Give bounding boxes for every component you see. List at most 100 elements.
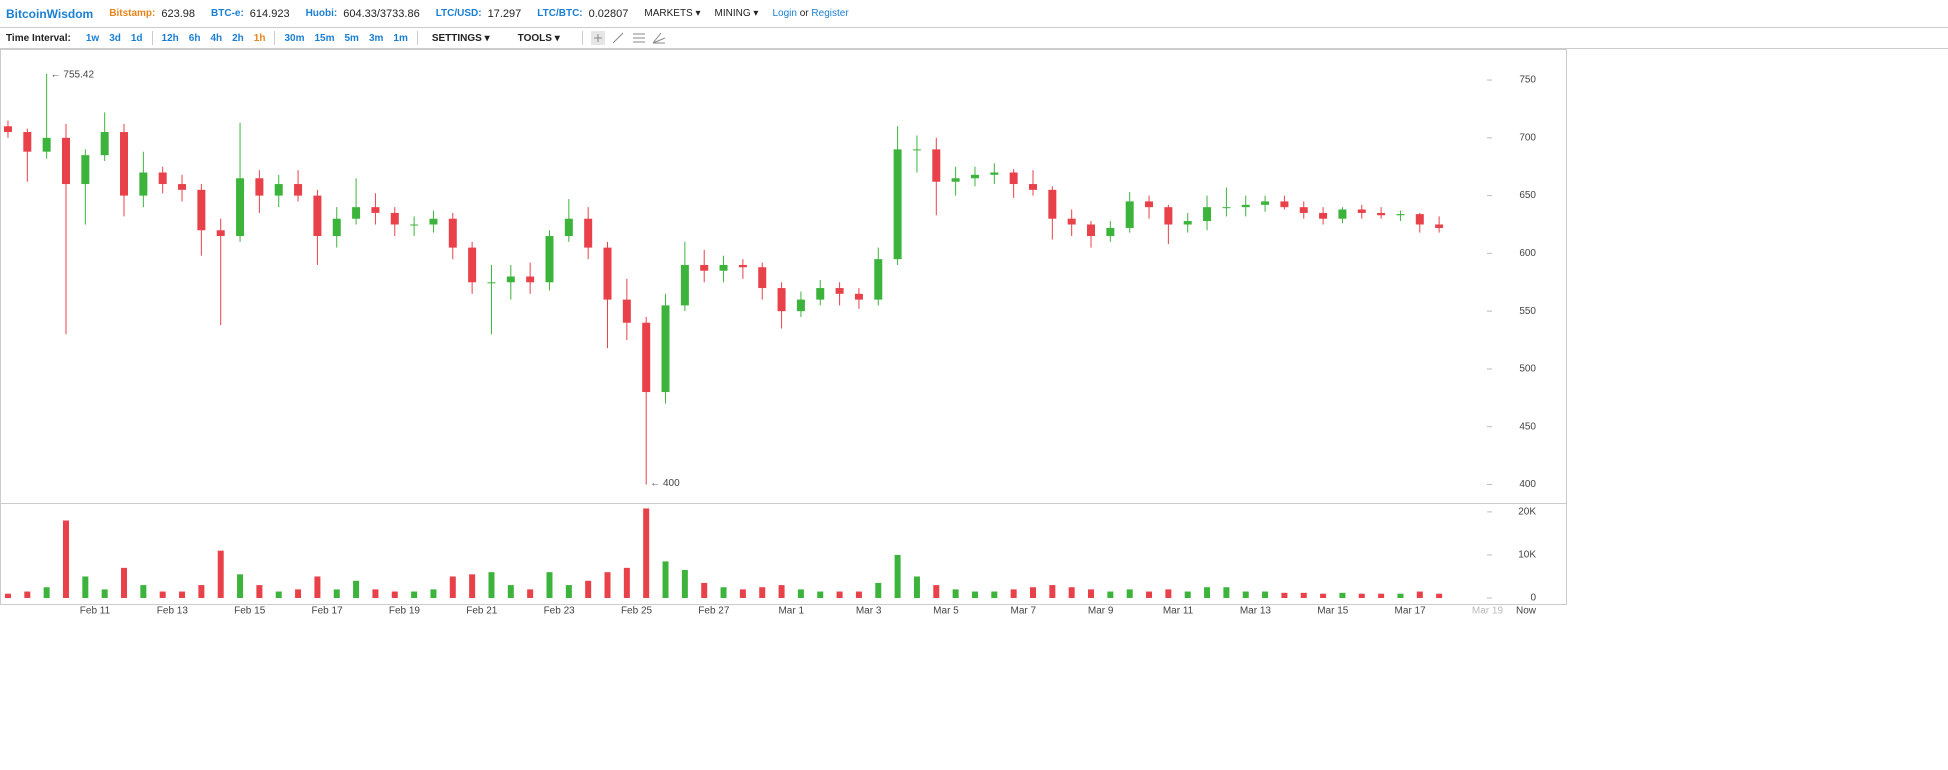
volume-bar	[4, 593, 11, 598]
x-tick-label: Mar 17	[1395, 606, 1427, 617]
candle-body	[274, 184, 283, 196]
candle-body	[410, 224, 419, 226]
volume-bar	[1204, 587, 1211, 598]
volume-bar	[411, 591, 418, 598]
volume-bar	[991, 591, 998, 598]
interval-button[interactable]: 2h	[232, 32, 244, 44]
volume-bar	[101, 589, 108, 598]
candle-body	[1087, 224, 1096, 237]
menu[interactable]: MARKETS	[644, 8, 700, 19]
interval-button[interactable]: 4h	[210, 32, 223, 44]
candle-body	[448, 218, 457, 248]
menu[interactable]: MINING	[715, 8, 759, 19]
volume-bar	[1029, 587, 1036, 598]
volume-bar	[1049, 585, 1056, 598]
tickers: Bitstamp: 623.98 BTC-e: 614.923 Huobi: 604.33…	[109, 8, 644, 20]
candle-body	[352, 207, 361, 219]
candle-body	[874, 259, 883, 300]
volume-bar	[275, 591, 282, 598]
drawing-tools	[590, 31, 665, 45]
candle-body	[758, 267, 767, 289]
candle-body	[1435, 224, 1444, 228]
brand[interactable]: BitcoinWisdom	[6, 6, 94, 21]
volume-bar	[1107, 591, 1114, 598]
volume-bar	[855, 591, 862, 598]
crosshair-icon	[593, 34, 602, 42]
tools-menu[interactable]: TOOLS	[518, 33, 560, 44]
volume-bar	[1223, 587, 1230, 598]
hline-tool[interactable]	[632, 33, 645, 43]
volume-bar	[1262, 591, 1269, 598]
login[interactable]: Login	[772, 8, 797, 19]
candle-body	[912, 149, 921, 151]
candle-body	[835, 288, 844, 294]
ticker-value: 17.297	[487, 7, 522, 20]
ticker-name[interactable]: Bitstamp:	[109, 8, 156, 19]
x-tick-label: Mar 3	[856, 606, 882, 617]
ticker-value: 604.33/3733.86	[343, 7, 420, 20]
volume-bar	[333, 589, 340, 598]
header: BitcoinWisdom Bitstamp: 623.98 BTC-e: 614.9…	[0, 0, 1948, 28]
volume-bar	[894, 554, 901, 598]
interval-button[interactable]: 12h	[161, 32, 179, 44]
y-tick-label: 700	[1519, 132, 1536, 143]
volume-tick-label: 20K	[1518, 507, 1536, 518]
candle-body	[1203, 207, 1212, 222]
interval-button[interactable]: 3m	[368, 32, 384, 44]
volume-bar	[797, 589, 804, 598]
volume-bar	[1397, 593, 1404, 598]
volume-bar	[565, 585, 572, 598]
x-tick-label: Mar 15	[1317, 606, 1349, 617]
volume-bar	[1378, 593, 1385, 598]
interval-button[interactable]: 1d	[130, 32, 143, 44]
separator	[274, 31, 276, 45]
volume-bar	[546, 572, 553, 598]
ticker-name[interactable]: LTC/BTC:	[537, 8, 583, 19]
volume-bar	[121, 567, 128, 598]
volume-bar	[913, 576, 920, 598]
candle-body	[1261, 201, 1270, 205]
line-tool[interactable]	[612, 32, 624, 44]
interval-button[interactable]: 30m	[284, 32, 305, 44]
interval-button[interactable]: 3d	[109, 32, 121, 44]
volume-bar	[488, 572, 495, 598]
y-tick-label: 550	[1519, 306, 1536, 317]
interval-button[interactable]: 15m	[314, 32, 335, 44]
volume-bar	[140, 585, 147, 598]
settings-menu[interactable]: SETTINGS	[432, 33, 490, 44]
interval-label: Time Interval:	[6, 32, 71, 44]
candle-body	[893, 149, 902, 260]
candle-body	[932, 149, 941, 182]
interval-button[interactable]: 5m	[344, 32, 359, 44]
interval-button[interactable]: 1m	[393, 32, 408, 44]
candle-body	[854, 293, 863, 300]
volume-bar	[449, 576, 456, 598]
candle-body	[526, 276, 535, 283]
ticker-name[interactable]: BTC-e:	[211, 8, 244, 19]
register[interactable]: Register	[811, 8, 849, 19]
ticker-name[interactable]: LTC/USD:	[435, 8, 482, 19]
volume-bar	[1436, 593, 1443, 598]
fan-tool[interactable]	[652, 32, 665, 44]
candle-body	[1396, 214, 1405, 216]
volume-bar	[1242, 591, 1249, 598]
candle-body	[158, 172, 167, 185]
candle-body	[294, 184, 303, 196]
candle-body	[23, 132, 32, 152]
candle-body	[371, 207, 380, 213]
candle-body	[1415, 214, 1424, 225]
volume-bar	[604, 572, 611, 598]
volume-bar	[739, 589, 746, 598]
interval-button[interactable]: 6h	[188, 32, 201, 44]
volume-bar	[701, 582, 708, 598]
ticker-name[interactable]: Huobi:	[305, 8, 338, 19]
volume-bar	[1416, 591, 1423, 598]
volume-bar	[623, 567, 630, 598]
volume-bar	[1010, 589, 1017, 598]
volume-bar	[1339, 592, 1346, 598]
candle-body	[61, 137, 70, 185]
candle-body	[178, 184, 187, 190]
interval-button[interactable]: 1h	[253, 32, 266, 44]
interval-button[interactable]: 1w	[85, 32, 100, 44]
candle-body	[796, 299, 805, 312]
